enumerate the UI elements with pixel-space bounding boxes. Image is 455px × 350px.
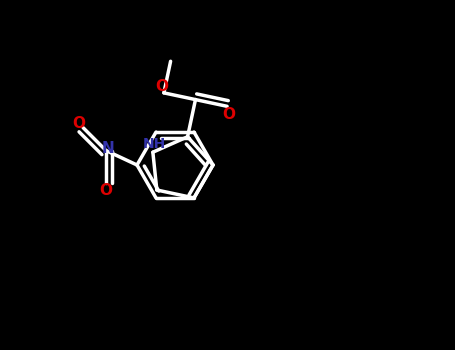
Text: O: O	[155, 79, 168, 94]
Text: NH: NH	[143, 137, 167, 151]
Text: O: O	[73, 116, 86, 131]
Text: O: O	[100, 183, 112, 198]
Text: N: N	[101, 141, 114, 156]
Text: O: O	[222, 107, 236, 122]
